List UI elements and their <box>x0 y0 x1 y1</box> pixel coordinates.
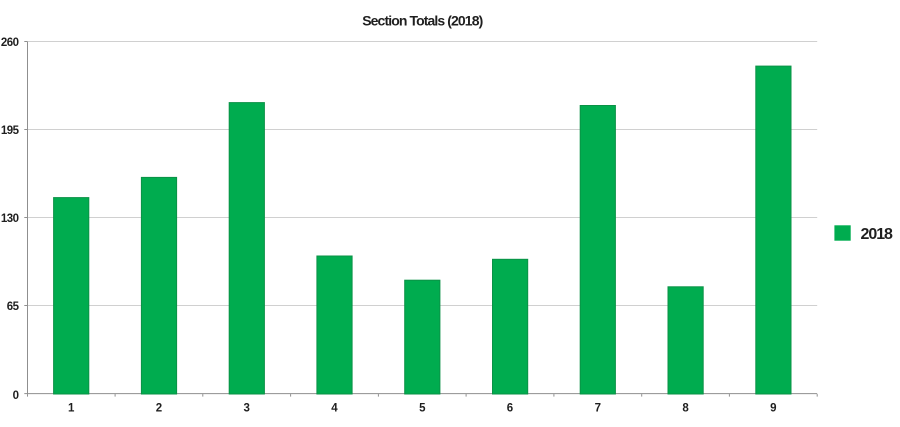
svg-text:1: 1 <box>68 403 75 415</box>
svg-text:130: 130 <box>1 213 19 225</box>
svg-text:260: 260 <box>1 37 19 49</box>
svg-text:4: 4 <box>331 403 338 415</box>
svg-text:9: 9 <box>770 403 776 415</box>
svg-text:65: 65 <box>7 301 20 313</box>
svg-text:8: 8 <box>682 403 689 415</box>
svg-text:7: 7 <box>595 403 601 415</box>
svg-text:195: 195 <box>1 125 20 137</box>
svg-text:3: 3 <box>243 403 249 415</box>
svg-text:Section Totals (2018): Section Totals (2018) <box>362 12 482 28</box>
svg-text:2: 2 <box>156 403 162 415</box>
svg-text:5: 5 <box>419 403 426 415</box>
svg-text:2018: 2018 <box>861 226 894 243</box>
svg-text:6: 6 <box>507 403 513 415</box>
svg-text:0: 0 <box>13 390 19 402</box>
